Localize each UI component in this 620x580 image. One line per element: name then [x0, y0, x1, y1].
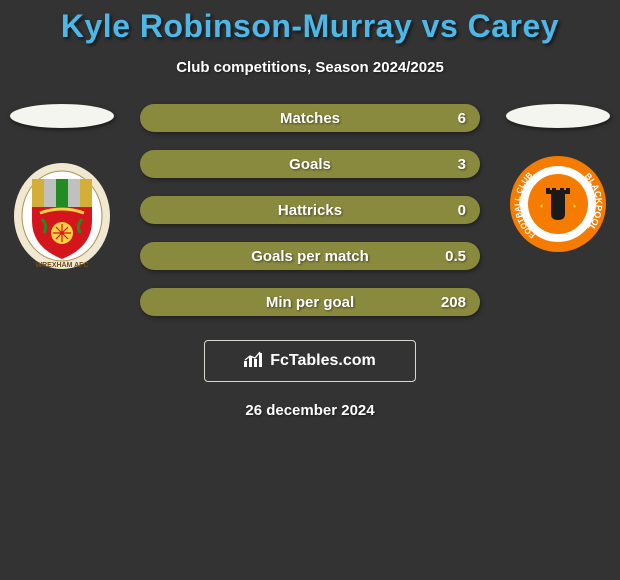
stat-label: Min per goal	[140, 294, 480, 311]
left-ellipse	[10, 104, 114, 128]
stats-column: Matches 6 Goals 3 Hattricks 0 Goals per …	[140, 104, 480, 316]
right-club-logo: BLACKPOOL FOOTBALL CLUB	[508, 154, 608, 254]
svg-text:WREXHAM AFC: WREXHAM AFC	[35, 262, 88, 269]
stat-bar-matches: Matches 6	[140, 104, 480, 132]
stat-bar-min-per-goal: Min per goal 208	[140, 288, 480, 316]
left-side: WREXHAM AFC	[2, 104, 122, 266]
season-subtitle: Club competitions, Season 2024/2025	[0, 59, 620, 76]
stat-bar-goals: Goals 3	[140, 150, 480, 178]
stat-label: Hattricks	[140, 202, 480, 219]
bar-chart-icon	[244, 351, 264, 372]
stat-right-value: 6	[458, 110, 466, 127]
brand-text: FcTables.com	[270, 352, 376, 370]
stat-bar-goals-per-match: Goals per match 0.5	[140, 242, 480, 270]
stat-right-value: 3	[458, 156, 466, 173]
brand-box: FcTables.com	[204, 340, 416, 382]
right-ellipse	[506, 104, 610, 128]
stat-label: Matches	[140, 110, 480, 127]
blackpool-badge-icon: BLACKPOOL FOOTBALL CLUB	[508, 154, 608, 254]
page-title: Kyle Robinson-Murray vs Carey	[0, 8, 620, 45]
stat-right-value: 0	[458, 202, 466, 219]
stat-bar-hattricks: Hattricks 0	[140, 196, 480, 224]
date-text: 26 december 2024	[0, 402, 620, 419]
right-side: BLACKPOOL FOOTBALL CLUB	[498, 104, 618, 254]
comparison-infographic: Kyle Robinson-Murray vs Carey Club compe…	[0, 0, 620, 419]
stat-right-value: 0.5	[445, 248, 466, 265]
wrexham-badge-icon: WREXHAM AFC	[12, 161, 112, 271]
stat-right-value: 208	[441, 294, 466, 311]
main-row: WREXHAM AFC Matches 6 Goals 3 Hattricks …	[0, 104, 620, 316]
stat-label: Goals per match	[140, 248, 480, 265]
left-club-logo: WREXHAM AFC	[12, 166, 112, 266]
stat-label: Goals	[140, 156, 480, 173]
